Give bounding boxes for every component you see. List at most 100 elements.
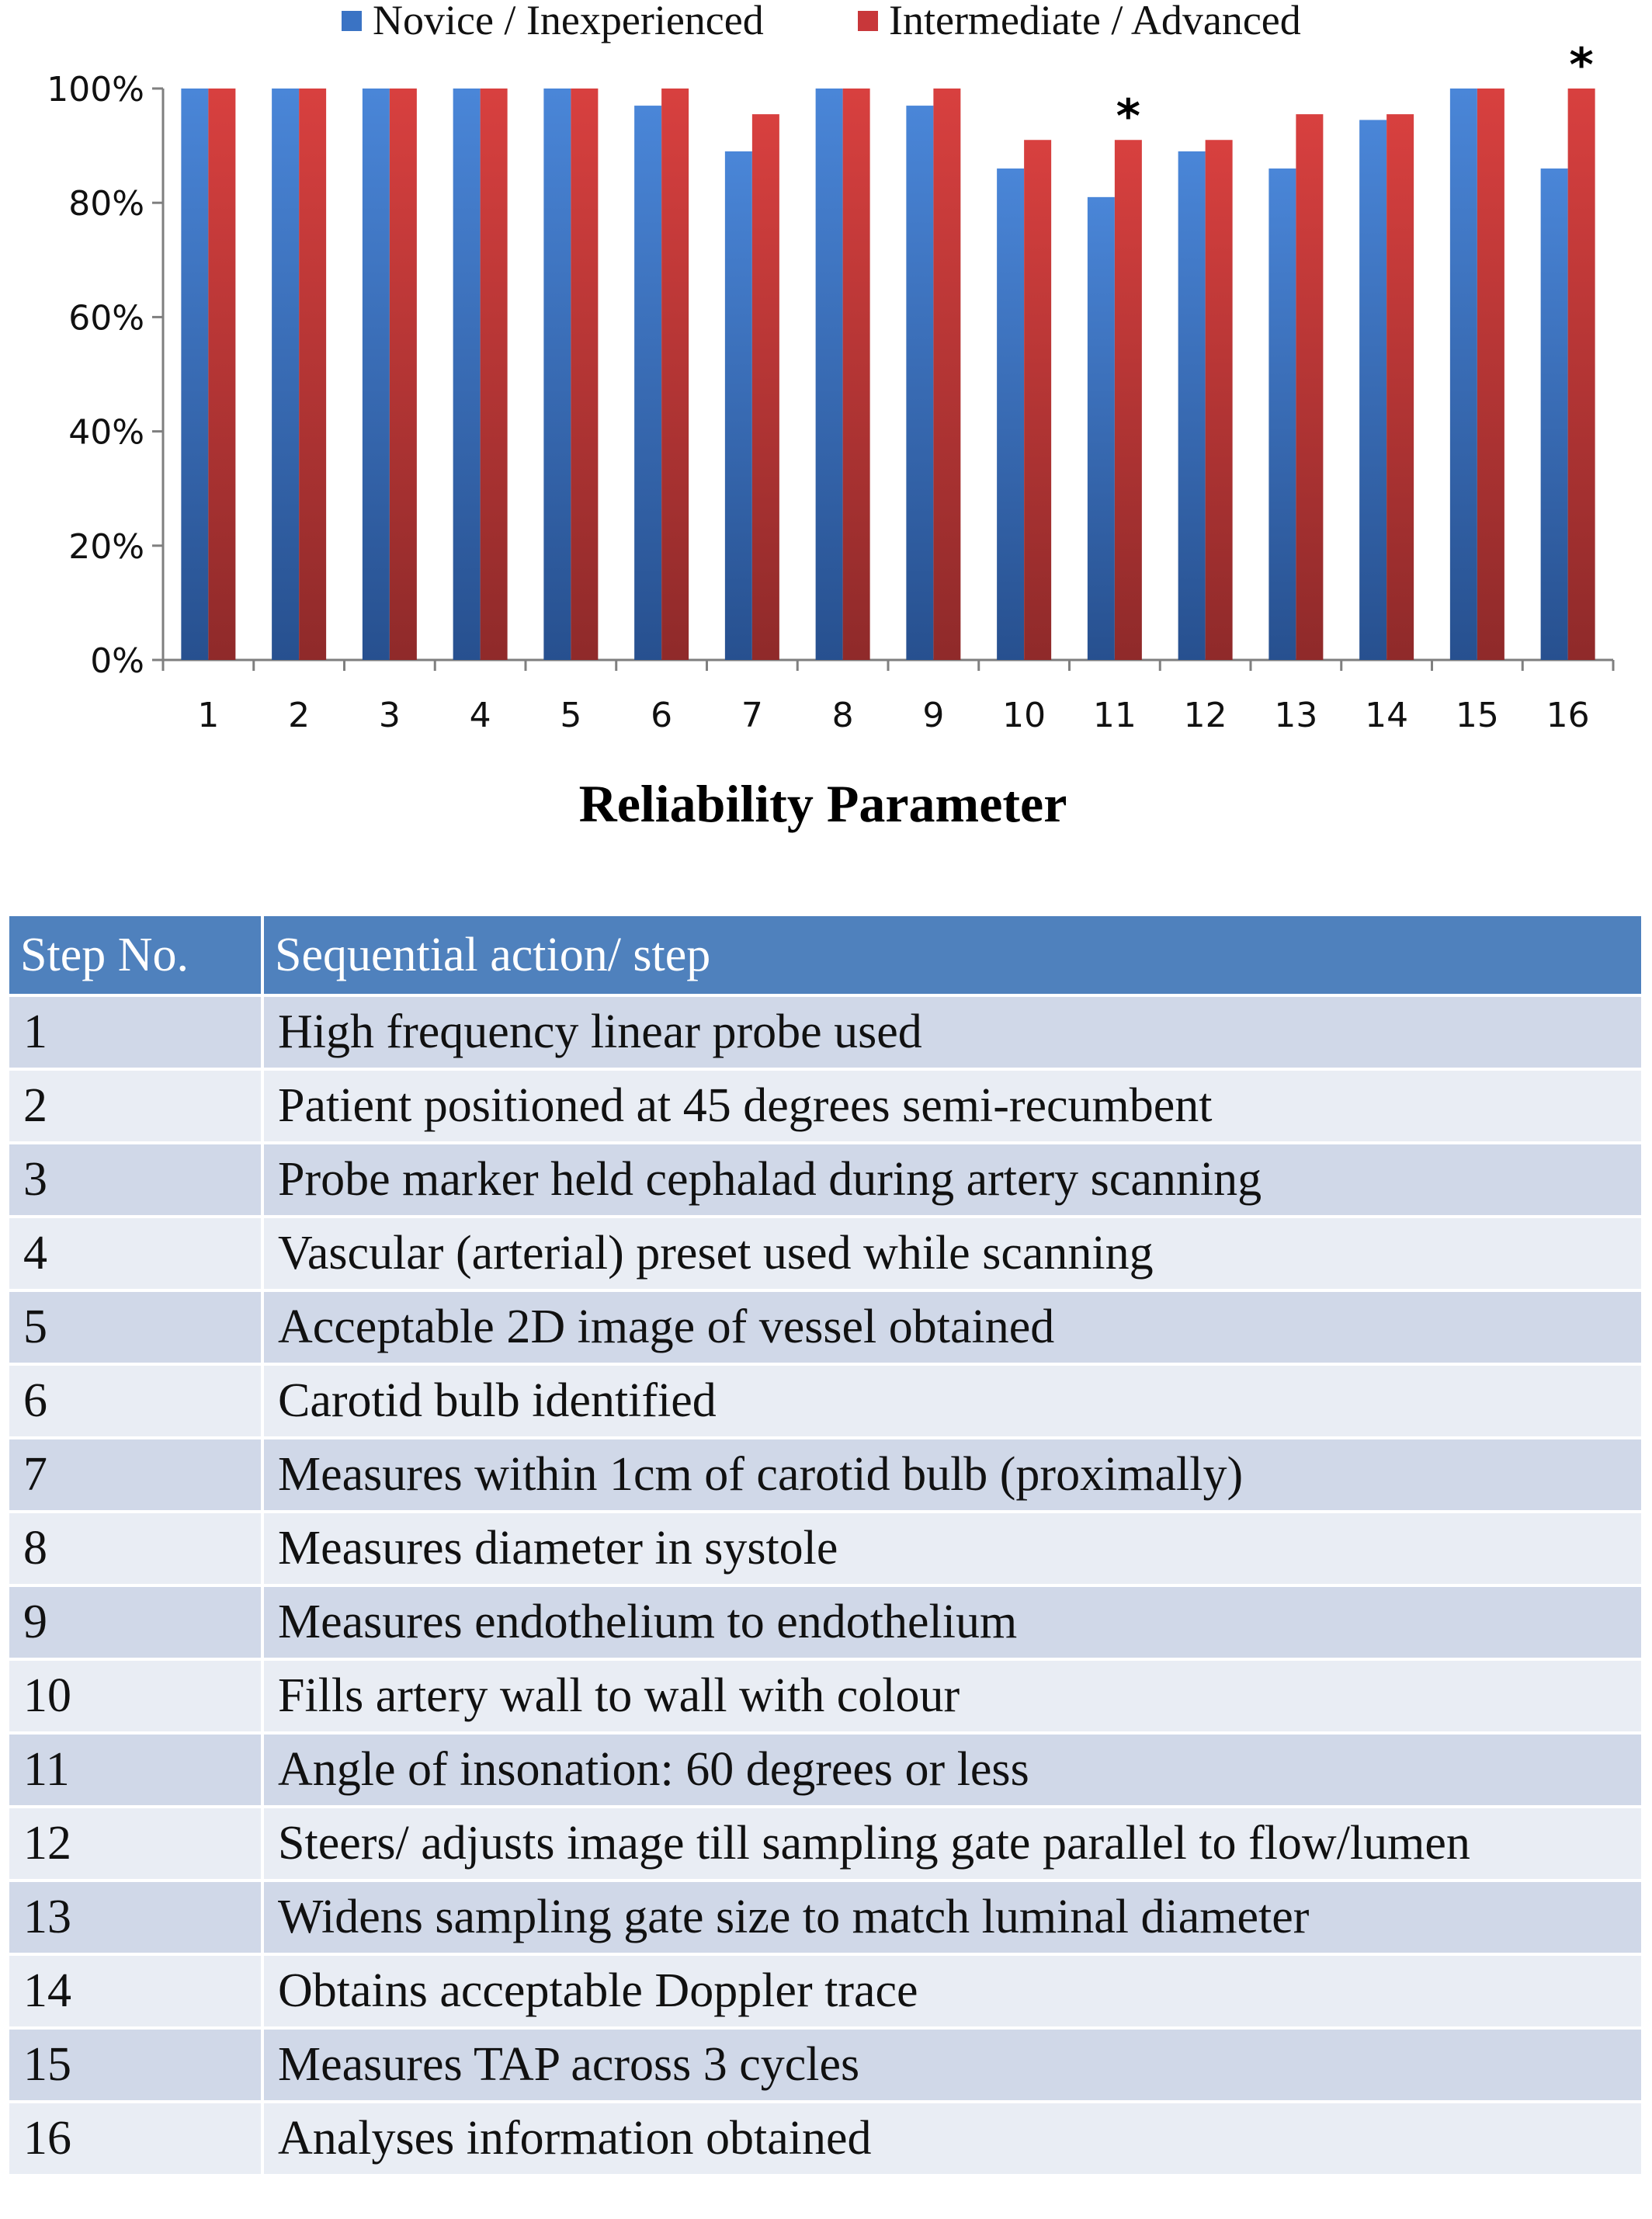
table-row: 15 Measures TAP across 3 cycles — [6, 2026, 1644, 2103]
step-number-cell: 3 — [6, 1141, 264, 1218]
step-action-cell: High frequency linear probe used — [261, 994, 1644, 1071]
bar-intermediate — [571, 89, 599, 660]
bar-intermediate — [1477, 89, 1504, 660]
bar-novice — [543, 89, 571, 660]
significance-marker: * — [1116, 89, 1140, 144]
y-tick-label: 20% — [68, 527, 144, 567]
step-action-cell: Obtains acceptable Doppler trace — [261, 1953, 1644, 2030]
bar-intermediate — [842, 89, 870, 660]
x-tick-label: 10 — [1002, 696, 1046, 735]
bar-novice — [724, 151, 752, 660]
step-action-cell: Analyses information obtained — [261, 2100, 1644, 2177]
bar-intermediate — [208, 89, 236, 660]
step-action-cell: Measures endothelium to endothelium — [261, 1584, 1644, 1661]
x-tick-label: 1 — [197, 696, 219, 735]
x-tick-label: 4 — [470, 696, 491, 735]
bar-novice — [1359, 120, 1387, 661]
step-number-cell: 9 — [6, 1584, 264, 1661]
x-tick-label: 2 — [288, 696, 310, 735]
bar-novice — [272, 89, 300, 660]
table-row: 13 Widens sampling gate size to match lum… — [6, 1879, 1644, 1956]
bar-intermediate — [751, 114, 779, 660]
bar-novice — [906, 106, 934, 660]
bar-intermediate — [661, 89, 689, 660]
bar-intermediate — [1114, 140, 1142, 661]
bar-novice — [362, 89, 390, 660]
y-tick-label: 0% — [90, 641, 144, 681]
step-action-cell: Fills artery wall to wall with colour — [261, 1658, 1644, 1735]
step-action-cell: Probe marker held cephalad during artery… — [261, 1141, 1644, 1218]
bar-novice — [1540, 168, 1568, 661]
table-row: 9 Measures endothelium to endothelium — [6, 1584, 1644, 1661]
step-action-cell: Vascular (arterial) preset used while sc… — [261, 1215, 1644, 1292]
table-row: 16 Analyses information obtained — [6, 2100, 1644, 2177]
step-action-cell: Patient positioned at 45 degrees semi-re… — [261, 1068, 1644, 1144]
step-number-cell: 2 — [6, 1068, 264, 1144]
step-action-cell: Acceptable 2D image of vessel obtained — [261, 1289, 1644, 1366]
bar-novice — [815, 89, 843, 660]
x-tick-label: 8 — [832, 696, 854, 735]
x-tick-label: 15 — [1456, 696, 1499, 735]
bar-novice — [1087, 196, 1115, 661]
step-number-cell: 4 — [6, 1215, 264, 1292]
x-tick-label: 14 — [1365, 696, 1408, 735]
table-row: 12 Steers/ adjusts image till sampling ga… — [6, 1805, 1644, 1882]
table-row: 6 Carotid bulb identified — [6, 1363, 1644, 1439]
step-action-cell: Measures within 1cm of carotid bulb (pro… — [261, 1436, 1644, 1513]
step-number-cell: 13 — [6, 1879, 264, 1956]
y-tick-label: 40% — [68, 413, 144, 453]
step-number-cell: 8 — [6, 1510, 264, 1587]
header-sequential-action: Sequential action/ step — [261, 913, 1644, 997]
steps-table: Step No. Sequential action/ step 1 High f… — [6, 913, 1644, 2177]
x-tick-label: 9 — [922, 696, 944, 735]
step-action-cell: Steers/ adjusts image till sampling gate… — [261, 1805, 1644, 1882]
step-action-cell: Widens sampling gate size to match lumin… — [261, 1879, 1644, 1956]
bar-intermediate — [480, 89, 508, 660]
step-action-cell: Carotid bulb identified — [261, 1363, 1644, 1439]
step-number-cell: 7 — [6, 1436, 264, 1513]
step-action-cell: Measures diameter in systole — [261, 1510, 1644, 1587]
bar-intermediate — [1296, 114, 1324, 660]
bar-chart: 0% 20% 40% 60% 80% 100% 1 2 3 4 5 6 7 8 9 10 11 12 13 14 15 1… — [0, 0, 1652, 854]
table-row: 11 Angle of insonation: 60 degrees or les… — [6, 1731, 1644, 1808]
header-step-no: Step No. — [6, 913, 264, 997]
bar-novice — [997, 168, 1025, 661]
legend-label-novice: Novice / Inexperienced — [373, 0, 764, 43]
bar-intermediate — [1567, 89, 1595, 660]
x-tick-label: 11 — [1093, 696, 1137, 735]
bar-intermediate — [389, 89, 417, 660]
table-row: 8 Measures diameter in systole — [6, 1510, 1644, 1587]
significance-marker: * — [1569, 38, 1593, 92]
bar-intermediate — [1386, 114, 1414, 660]
y-tick-label: 100% — [47, 70, 144, 109]
bar-novice — [1268, 168, 1296, 661]
chart-canvas: 0%20%40%60%80%100%1 2 3 4 5 6 7 8 9 10 11 12 13 14 15 1… — [47, 0, 1615, 833]
table-row: 10 Fills artery wall to wall with colour — [6, 1658, 1644, 1735]
table-body: 1 High frequency linear probe used 2 Patien… — [6, 994, 1644, 2177]
table-row: 3 Probe marker held cephalad during arter… — [6, 1141, 1644, 1218]
y-tick-label: 80% — [68, 184, 144, 224]
x-tick-label: 7 — [741, 696, 763, 735]
x-axis-title: Reliability Parameter — [579, 774, 1067, 833]
bar-novice — [181, 89, 209, 660]
step-number-cell: 14 — [6, 1953, 264, 2030]
step-number-cell: 12 — [6, 1805, 264, 1882]
step-number-cell: 1 — [6, 994, 264, 1071]
x-tick-label: 16 — [1546, 696, 1590, 735]
step-action-cell: Measures TAP across 3 cycles — [261, 2026, 1644, 2103]
step-number-cell: 10 — [6, 1658, 264, 1735]
bar-novice — [453, 89, 481, 660]
y-tick-label: 60% — [68, 298, 144, 338]
legend-swatch-novice — [342, 11, 362, 31]
legend-swatch-intermediate — [858, 11, 878, 31]
step-number-cell: 11 — [6, 1731, 264, 1808]
bar-intermediate — [1024, 140, 1052, 661]
bar-novice — [1178, 151, 1206, 660]
table-row: 7 Measures within 1cm of carotid bulb (pr… — [6, 1436, 1644, 1513]
bar-novice — [1449, 89, 1477, 660]
x-tick-label: 13 — [1274, 696, 1317, 735]
x-tick-label: 5 — [560, 696, 581, 735]
x-tick-label: 3 — [379, 696, 401, 735]
legend-label-intermediate: Intermediate / Advanced — [889, 0, 1301, 43]
table-row: 4 Vascular (arterial) preset used while s… — [6, 1215, 1644, 1292]
